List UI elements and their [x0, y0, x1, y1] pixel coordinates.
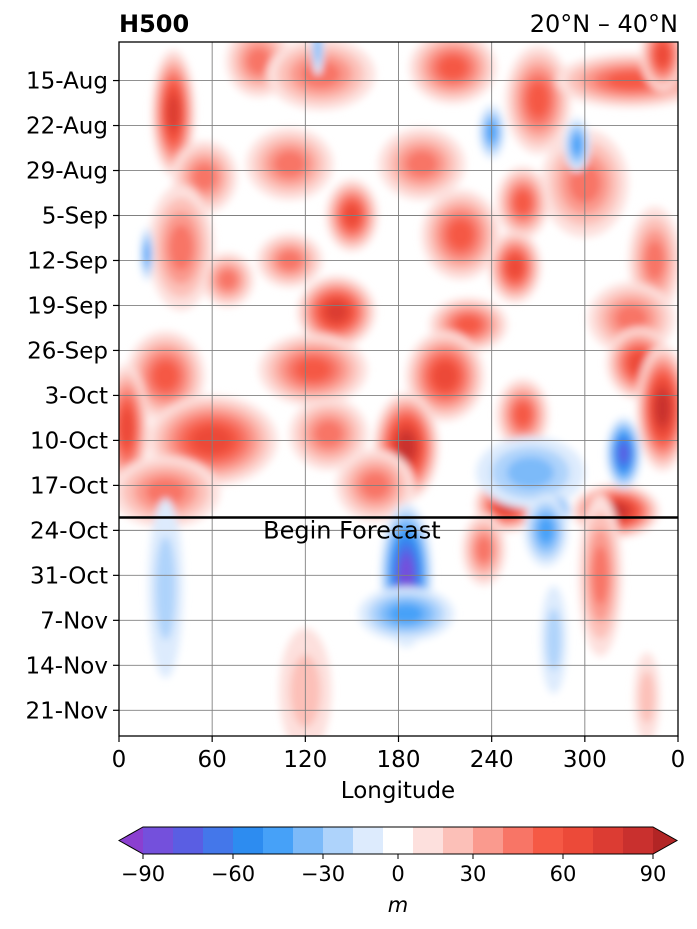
y-tick-label: 31-Oct [30, 563, 108, 589]
y-tick-label: 17-Oct [30, 473, 108, 499]
colorbar-tick-label: 60 [550, 862, 577, 886]
anomaly-8 [246, 128, 334, 201]
x-tick-label: 120 [283, 747, 327, 773]
colorbar-segment [593, 827, 624, 854]
anomaly-19 [297, 275, 376, 348]
anomaly-13 [148, 184, 214, 311]
colorbar-extend-high [653, 827, 677, 854]
chart-title-left: H500 [119, 10, 189, 38]
colorbar-segment [413, 827, 444, 854]
colorbar-segment [533, 827, 564, 854]
y-tick-label: 3-Oct [45, 383, 108, 409]
x-tick-label: 0 [112, 747, 127, 773]
colorbar-label: m [388, 893, 408, 917]
colorbar-segment [263, 827, 294, 854]
y-tick-label: 5-Sep [42, 204, 108, 230]
anomaly-16 [488, 230, 542, 303]
colorbar-segment [473, 827, 504, 854]
anomaly-28 [289, 397, 368, 470]
y-tick-label: 22-Aug [26, 114, 108, 140]
colorbar-segment [143, 827, 174, 854]
x-axis-label: Longitude [341, 778, 455, 804]
x-tick-label: 240 [470, 747, 514, 773]
colorbar: −90 −60 −30 0 30 60 90 [117, 826, 679, 886]
y-tick-label: 7-Nov [40, 608, 108, 634]
colorbar-segment [623, 827, 654, 854]
colorbar-tick-label: 30 [460, 862, 487, 886]
anomaly-30 [496, 378, 549, 451]
anomaly-46 [148, 498, 183, 679]
anomaly-31 [636, 345, 678, 472]
colorbar-tick-label: −60 [211, 862, 255, 886]
anomaly-47 [540, 585, 567, 694]
colorbar-tick-label: 90 [640, 862, 667, 886]
anomaly-23 [258, 333, 368, 406]
x-tick-label: 0 [671, 747, 686, 773]
y-tick-label: 21-Nov [26, 698, 108, 724]
y-tick-label: 12-Sep [27, 248, 108, 274]
y-tick-label: 10-Oct [30, 428, 108, 454]
colorbar-segment [203, 827, 234, 854]
anomaly-3 [409, 42, 497, 104]
colorbar-segment [383, 827, 414, 854]
forecast-label: Begin Forecast [263, 517, 441, 545]
colorbar-segment [443, 827, 474, 854]
anomaly-37 [476, 436, 585, 509]
colorbar-segment [353, 827, 384, 854]
anomaly-39 [564, 117, 591, 172]
y-tick-label: 14-Nov [26, 653, 108, 679]
anomaly-26 [119, 364, 149, 491]
y-tick-label: 24-Oct [30, 518, 108, 544]
colorbar-segment [173, 827, 204, 854]
colorbar-extend-low [119, 827, 143, 854]
anomaly-49 [462, 513, 506, 586]
colorbar-tick-label: −90 [121, 862, 165, 886]
y-axis: 15-Aug 22-Aug 29-Aug 5-Sep 12-Sep 19-Sep 26-Se… [26, 69, 119, 724]
x-tick-label: 180 [377, 747, 421, 773]
colorbar-tick-label: 0 [391, 862, 404, 886]
anomaly-18 [201, 252, 254, 307]
anomaly-41 [311, 42, 325, 76]
anomaly-12 [496, 166, 549, 239]
colorbar-tick-label: −30 [301, 862, 345, 886]
colorbar-segment [323, 827, 354, 854]
anomaly-15 [421, 189, 500, 280]
x-tick-label: 60 [198, 747, 227, 773]
x-tick-label: 300 [563, 747, 607, 773]
anomaly-36 [606, 417, 642, 490]
anomaly-44 [358, 586, 455, 641]
chart-title-right: 20°N – 40°N [530, 10, 678, 38]
colorbar-segment [563, 827, 594, 854]
y-tick-label: 19-Sep [27, 293, 108, 319]
anomaly-9 [378, 128, 466, 201]
y-tick-label: 29-Aug [26, 159, 108, 185]
anomaly-40 [140, 227, 154, 282]
colorbar-segment [233, 827, 264, 854]
colorbar-segment [503, 827, 534, 854]
plot-area: Begin Forecast [118, 41, 679, 737]
anomaly-51 [633, 652, 660, 736]
colorbar-segment [293, 827, 324, 854]
anomaly-2 [266, 42, 376, 111]
y-tick-label: 15-Aug [26, 69, 108, 95]
anomaly-6 [640, 42, 678, 91]
anomaly-0 [151, 49, 196, 176]
y-tick-label: 26-Sep [27, 338, 108, 364]
anomaly-4 [505, 45, 571, 154]
x-axis: 0 60 120 180 240 300 0 [112, 736, 686, 773]
